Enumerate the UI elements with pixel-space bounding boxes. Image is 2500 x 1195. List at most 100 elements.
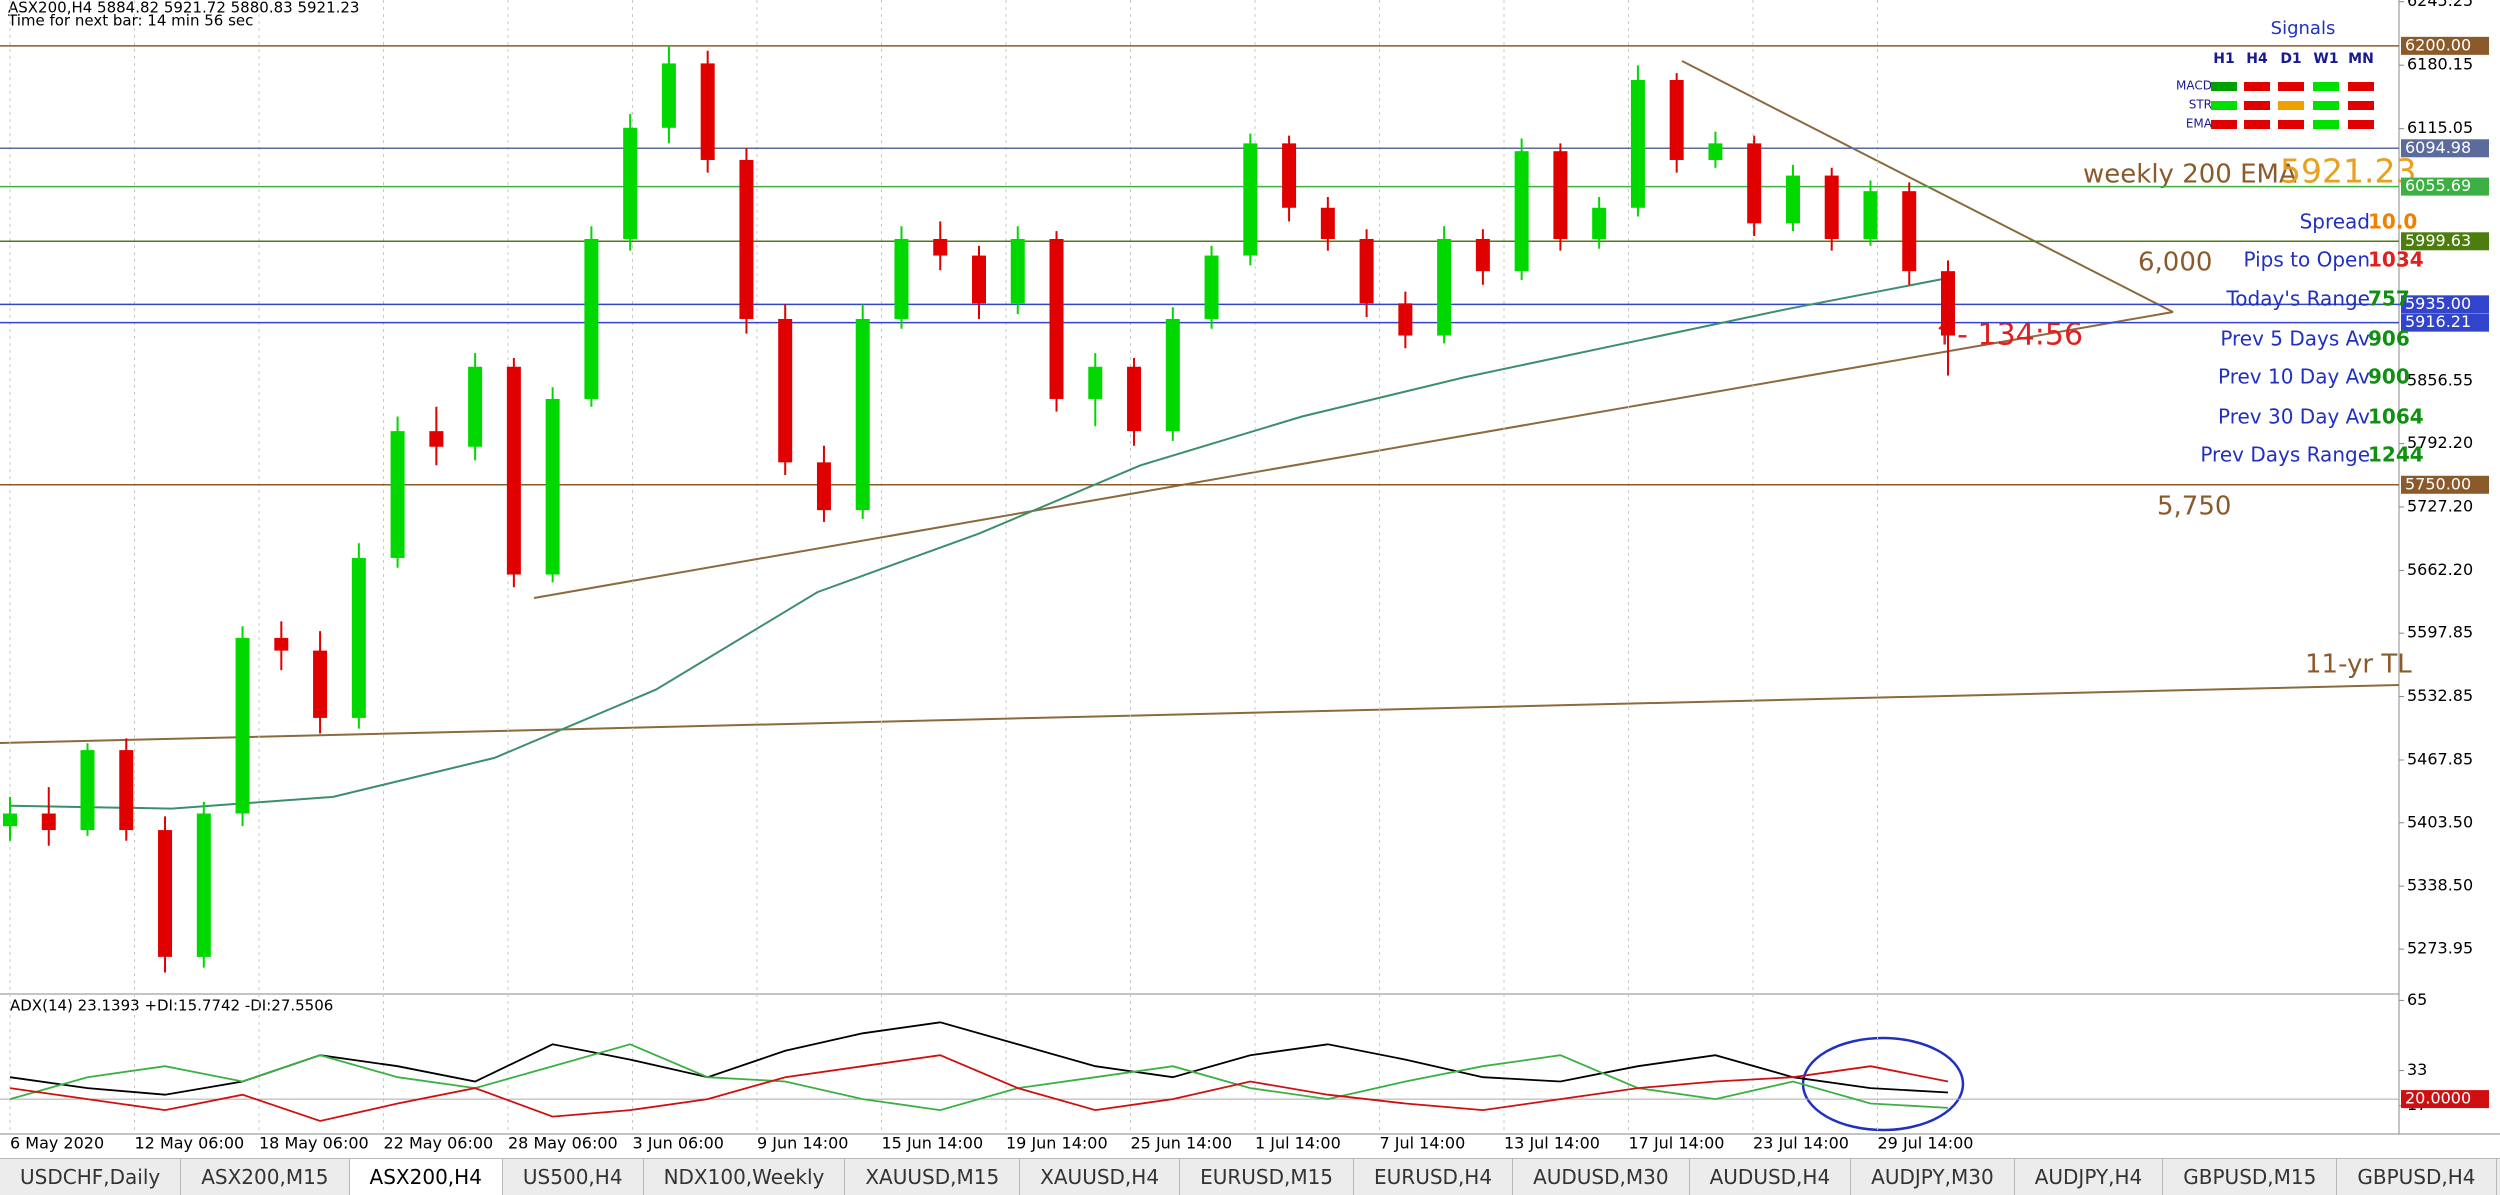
tab[interactable]: ASX200,M15 xyxy=(181,1159,349,1195)
candle-body xyxy=(1941,271,1955,335)
candle-body xyxy=(856,319,870,510)
y-tick-label: 5727.20 xyxy=(2407,497,2473,516)
signal-column: MN xyxy=(2348,51,2374,67)
x-tick-label: 3 Jun 06:00 xyxy=(633,1134,724,1153)
signal-row: EMA xyxy=(2186,117,2213,131)
candle-body xyxy=(352,558,366,718)
info-value: 10.0 xyxy=(2368,210,2417,234)
info-label: Prev 5 Days Av xyxy=(2220,327,2370,351)
x-tick-label: 28 May 06:00 xyxy=(508,1134,618,1153)
tab[interactable]: AUDUSD,H4 xyxy=(1690,1159,1852,1195)
candle-body xyxy=(1321,208,1335,239)
x-tick-label: 23 Jul 14:00 xyxy=(1753,1134,1849,1153)
candle-body xyxy=(313,651,327,718)
candle-body xyxy=(1902,191,1916,271)
candle-body xyxy=(1127,367,1141,431)
candle-body xyxy=(1050,239,1064,399)
candle-body xyxy=(119,750,133,830)
tab[interactable]: EURUSD,M15 xyxy=(1180,1159,1354,1195)
candle-body xyxy=(933,239,947,256)
y-tick-label: 6245.25 xyxy=(2407,0,2473,10)
x-tick-label: 7 Jul 14:00 xyxy=(1380,1134,1466,1153)
y-tick-label: 5856.55 xyxy=(2407,370,2473,389)
candle-body xyxy=(1708,143,1722,160)
tab[interactable]: GBPUSD,H4 xyxy=(2337,1159,2496,1195)
y-tick-label: 5273.95 xyxy=(2407,939,2473,958)
candle-body xyxy=(1166,319,1180,431)
level-annotation: 5,750 xyxy=(2157,492,2231,522)
signal-box xyxy=(2348,82,2374,91)
candle-body xyxy=(1437,239,1451,336)
tab[interactable]: ASX200,H4 xyxy=(350,1159,503,1195)
y-tick-label: 5597.85 xyxy=(2407,623,2473,642)
signal-column: H1 xyxy=(2213,51,2234,67)
info-value: 900 xyxy=(2368,365,2410,389)
candle-body xyxy=(778,319,792,462)
x-tick-label: 13 Jul 14:00 xyxy=(1504,1134,1600,1153)
signal-box xyxy=(2313,101,2339,110)
candle-body xyxy=(1553,151,1567,239)
trendline-label: 11-yr TL xyxy=(2305,650,2412,680)
x-tick-label: 25 Jun 14:00 xyxy=(1131,1134,1233,1153)
level-label: 6055.69 xyxy=(2405,176,2471,195)
x-tick-label: 15 Jun 14:00 xyxy=(882,1134,984,1153)
tab[interactable]: GBPUSD,M15 xyxy=(2163,1159,2337,1195)
info-value: 757 xyxy=(2368,287,2410,311)
x-tick-label: 18 May 06:00 xyxy=(259,1134,369,1153)
candle-body xyxy=(1011,239,1025,303)
tab[interactable]: AUDUSD,M30 xyxy=(1513,1159,1690,1195)
info-label: Pips to Open xyxy=(2243,248,2370,272)
tab[interactable]: AUDJPY,M30 xyxy=(1851,1159,2015,1195)
signal-box xyxy=(2278,101,2304,110)
signal-box xyxy=(2313,82,2339,91)
candle-body xyxy=(1243,143,1257,255)
timer: Time for next bar: 14 min 56 sec xyxy=(7,12,253,30)
tab[interactable]: XAUUSD,M15 xyxy=(845,1159,1020,1195)
signal-column: W1 xyxy=(2313,51,2338,67)
adx-tick-label: 33 xyxy=(2407,1060,2427,1079)
tab[interactable]: EURUSD,H4 xyxy=(1354,1159,1513,1195)
candle-body xyxy=(1631,80,1645,208)
tab[interactable]: US500,H4 xyxy=(503,1159,644,1195)
info-value: 1244 xyxy=(2368,443,2424,467)
x-tick-label: 17 Jul 14:00 xyxy=(1629,1134,1725,1153)
signal-box xyxy=(2348,120,2374,129)
signal-box xyxy=(2211,82,2237,91)
candle-body xyxy=(391,431,405,558)
signal-box xyxy=(2278,120,2304,129)
tab[interactable]: USDCHF,Daily xyxy=(0,1159,181,1195)
tab[interactable]: NDX100,Weekly xyxy=(644,1159,846,1195)
candle-body xyxy=(701,63,715,160)
x-tick-label: 1 Jul 14:00 xyxy=(1255,1134,1341,1153)
info-label: Prev Days Range xyxy=(2200,443,2370,467)
x-tick-label: 6 May 2020 xyxy=(10,1134,104,1153)
info-value: 1034 xyxy=(2368,248,2424,272)
y-tick-label: 5662.20 xyxy=(2407,560,2473,579)
tab[interactable]: NZDUSD,M15 xyxy=(2497,1159,2500,1195)
signal-box xyxy=(2244,82,2270,91)
candle-body xyxy=(81,750,95,830)
signal-column: H4 xyxy=(2246,51,2268,67)
tab[interactable]: XAUUSD,H4 xyxy=(1020,1159,1180,1195)
level-label: 6094.98 xyxy=(2405,138,2471,157)
info-label: Prev 30 Day Av xyxy=(2218,405,2370,429)
info-value: 1064 xyxy=(2368,405,2424,429)
tab[interactable]: AUDJPY,H4 xyxy=(2015,1159,2164,1195)
ema-value: 5921.23 xyxy=(2280,152,2416,191)
signal-box xyxy=(2278,82,2304,91)
candle-body xyxy=(1205,256,1219,319)
signal-box xyxy=(2211,120,2237,129)
chart: ASX200,H4 5884.82 5921.72 5880.83 5921.2… xyxy=(0,0,2500,1158)
candle-body xyxy=(1515,151,1529,271)
x-tick-label: 22 May 06:00 xyxy=(384,1134,494,1153)
level-label: 5935.00 xyxy=(2405,294,2471,313)
signal-box xyxy=(2313,120,2339,129)
signal-box xyxy=(2244,101,2270,110)
candle-body xyxy=(1592,208,1606,239)
candle-body xyxy=(1670,80,1684,160)
x-tick-label: 29 Jul 14:00 xyxy=(1878,1134,1974,1153)
candle-body xyxy=(1360,239,1374,303)
info-label: Spread xyxy=(2300,210,2370,234)
candle-body xyxy=(1747,143,1761,223)
